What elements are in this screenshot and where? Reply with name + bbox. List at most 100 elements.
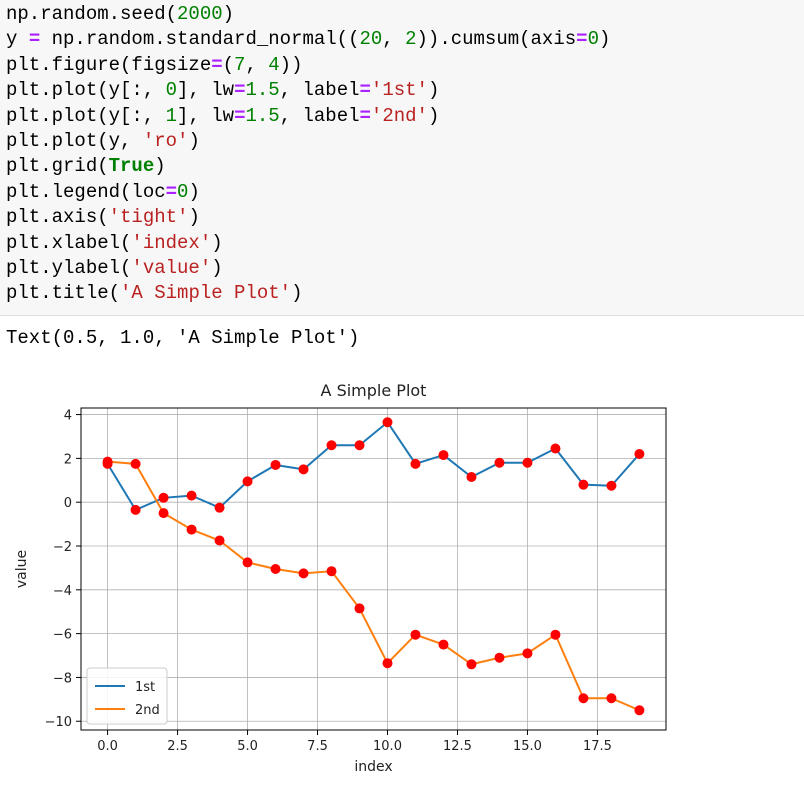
data-point-marker — [634, 705, 645, 716]
data-point-marker — [606, 480, 617, 491]
data-point-marker — [270, 459, 281, 470]
data-point-marker — [578, 693, 589, 704]
code-token: 1.5 — [245, 79, 280, 102]
y-tick-label: 4 — [64, 409, 72, 424]
code-token: = — [359, 104, 371, 127]
data-point-marker — [550, 443, 561, 454]
code-token: , label — [279, 104, 360, 127]
code-line: plt.grid(True) — [6, 154, 804, 179]
code-token: = — [28, 28, 41, 51]
code-token: 0 — [165, 79, 178, 102]
data-point-marker — [242, 476, 253, 487]
code-token: 'A Simple Plot' — [120, 282, 292, 305]
code-line: plt.figure(figsize=(7, 4)) — [6, 53, 804, 78]
code-token: ) — [188, 180, 200, 203]
code-token: 7 — [234, 53, 246, 76]
axes-frame — [80, 407, 667, 731]
series-line-1 — [107, 460, 640, 712]
code-line: plt.xlabel('index') — [6, 231, 804, 256]
data-point-marker — [494, 652, 505, 663]
code-editor[interactable]: np.random.seed(2000) y = np.random.standa… — [6, 2, 804, 307]
code-token: 0 — [587, 28, 599, 51]
code-line: plt.axis('tight') — [6, 205, 804, 230]
data-point-marker — [438, 450, 449, 461]
data-point-marker — [326, 440, 337, 451]
data-point-marker — [634, 449, 645, 459]
code-token: plt.plot(y, — [6, 130, 143, 153]
x-tick-label: 5.0 — [237, 739, 258, 754]
code-token: ) — [188, 130, 200, 153]
data-point-marker — [270, 564, 281, 574]
code-token: 4 — [268, 53, 280, 76]
code-token: ) — [427, 79, 440, 102]
y-tick-label: −6 — [53, 628, 72, 643]
code-token: ) — [154, 155, 166, 178]
chart-title: A Simple Plot — [321, 381, 427, 400]
data-point-marker — [102, 456, 113, 467]
cell-output-text: Text(0.5, 1.0, 'A Simple Plot') — [6, 327, 360, 349]
data-point-marker — [606, 693, 617, 704]
code-token: ) — [222, 3, 235, 25]
data-point-marker — [494, 457, 505, 468]
y-tick-label: 2 — [64, 452, 72, 467]
y-tick-label: −4 — [53, 584, 72, 599]
data-point-marker — [550, 629, 561, 640]
code-token: ) — [598, 28, 611, 51]
data-point-marker — [578, 479, 589, 490]
code-token: = — [234, 104, 246, 127]
x-axis-label: index — [354, 759, 392, 775]
code-token: = — [165, 180, 178, 203]
code-token: )) — [279, 53, 303, 76]
data-point-marker — [522, 457, 533, 468]
code-token: ) — [291, 282, 303, 305]
data-point-marker — [410, 458, 421, 469]
x-tick-label: 2.5 — [167, 739, 188, 754]
code-cell[interactable]: np.random.seed(2000) y = np.random.standa… — [0, 0, 804, 316]
code-token: plt.ylabel( — [6, 257, 132, 280]
data-point-marker — [354, 440, 365, 451]
data-point-marker — [354, 603, 365, 614]
code-token: plt.plot(y[:, — [6, 79, 166, 102]
y-tick-label: −10 — [45, 715, 72, 730]
code-token: '1st' — [370, 79, 428, 102]
data-point-marker — [326, 566, 337, 577]
code-token: plt.plot(y[:, — [6, 104, 166, 127]
code-token: '2nd' — [370, 104, 428, 127]
code-line: plt.plot(y[:, 1], lw=1.5, label='2nd') — [6, 104, 804, 129]
data-point-marker — [158, 508, 169, 519]
data-point-marker — [382, 658, 393, 669]
code-token: np.random.standard_normal(( — [40, 28, 360, 51]
code-token: plt.xlabel( — [6, 231, 132, 254]
data-point-marker — [186, 490, 197, 501]
data-point-marker — [410, 629, 421, 640]
x-tick-label: 12.5 — [443, 739, 472, 754]
code-line: y = np.random.standard_normal((20, 2)).c… — [6, 27, 804, 52]
y-tick-label: −8 — [53, 671, 72, 686]
data-point-marker — [214, 535, 225, 546]
series-line-0 — [106, 421, 641, 511]
code-token: = — [359, 79, 371, 102]
x-tick-label: 0.0 — [97, 739, 118, 754]
code-line: plt.legend(loc=0) — [6, 180, 804, 205]
code-token: plt.title( — [6, 282, 121, 305]
y-tick-label: −2 — [53, 540, 72, 555]
legend-label: 2nd — [135, 703, 160, 718]
code-line: plt.title('A Simple Plot') — [6, 281, 804, 306]
x-tick-label: 7.5 — [307, 739, 328, 754]
code-token: 0 — [177, 180, 189, 203]
code-token: 2 — [405, 28, 417, 51]
data-point-marker — [186, 524, 197, 535]
data-point-marker — [130, 458, 141, 469]
code-token: np.random.seed( — [6, 3, 178, 25]
data-point-marker — [298, 464, 309, 475]
code-token: )).cumsum(axis — [416, 28, 577, 51]
code-token: 1 — [165, 104, 178, 127]
data-point-marker — [158, 492, 169, 503]
data-point-marker — [438, 639, 449, 650]
code-token: plt.figure(figsize — [6, 53, 212, 76]
code-token: = — [211, 53, 223, 76]
code-token: ) — [211, 257, 223, 280]
code-token: = — [576, 28, 588, 51]
code-token: ) — [188, 206, 200, 229]
code-token: 'ro' — [142, 130, 189, 153]
